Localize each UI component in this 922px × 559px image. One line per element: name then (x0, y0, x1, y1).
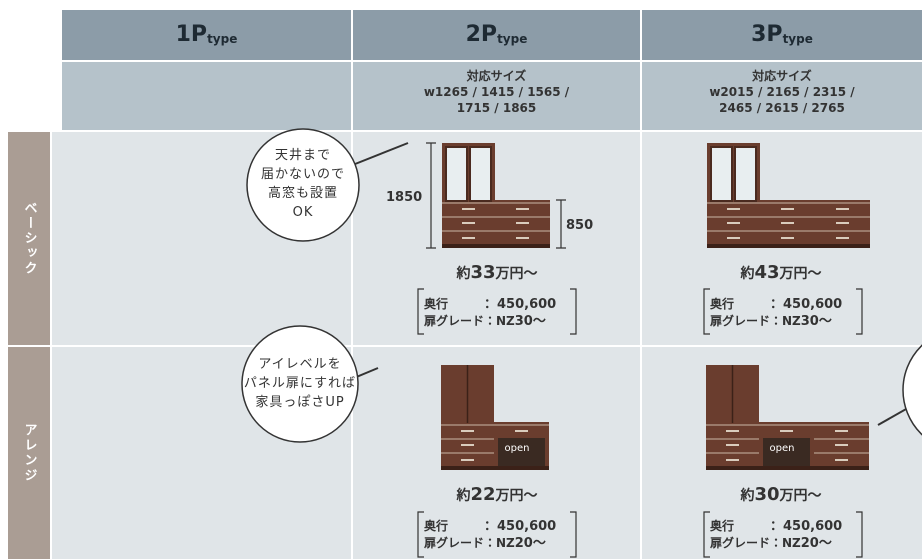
depth-value: ：450,600 (770, 297, 843, 312)
note: 天井まで 届かないので 高窓も設置 OK (243, 146, 363, 222)
spec: 奥行 ：450,600 扉グレード：NZ20～ (710, 518, 860, 552)
n: 22 (470, 484, 496, 505)
grade-label: 扉グレード：NZ (710, 314, 801, 328)
n: 43 (754, 262, 780, 283)
subheader-cell: 対応サイズ w1265 / 1415 / 1565 / 1715 / 1865 (353, 62, 640, 130)
note-line: OK (292, 205, 314, 220)
grade-value: 30～ (514, 314, 546, 329)
spec-line: 奥行 ：450,600 (710, 518, 860, 535)
grade-value: 20～ (514, 536, 546, 551)
column-name: 1P (175, 22, 208, 47)
size-label: 対応サイズ (466, 69, 527, 83)
price: 約22万円～ (397, 484, 597, 505)
price: 約43万円～ (681, 262, 881, 283)
note-line: パネル扉にすれば (243, 376, 357, 391)
subheader-cell (62, 62, 351, 130)
note-line: 天井まで (274, 148, 331, 163)
spec-line: 奥行 ：450,600 (710, 296, 860, 313)
spec-line: 扉グレード：NZ20～ (424, 535, 574, 552)
subheader-cell: 対応サイズ w2015 / 2165 / 2315 / 2465 / 2615 … (642, 62, 922, 130)
note: アイレベルを パネル扉にすれば 家具っぽさUP (230, 355, 370, 412)
depth-label: 奥行 (424, 519, 449, 533)
spec: 奥行 ：450,600 扉グレード：NZ20～ (424, 518, 574, 552)
size-line: 2465 / 2615 / 2765 (719, 101, 845, 115)
spec-line: 扉グレード：NZ30～ (424, 313, 574, 330)
spec-line: 奥行 ：450,600 (424, 518, 574, 535)
depth-label: 奥行 (710, 519, 735, 533)
n: 30 (754, 484, 780, 505)
spec: 奥行 ：450,600 扉グレード：NZ30～ (424, 296, 574, 330)
header-cell: 3Ptype (642, 10, 922, 60)
dimension-label: 850 (566, 218, 594, 233)
note-line: 高窓も設置 (267, 186, 338, 201)
price: 約30万円～ (681, 484, 881, 505)
depth-label: 奥行 (424, 297, 449, 311)
header-cell: 2Ptype (353, 10, 640, 60)
note-line: 家具っぽさUP (255, 395, 345, 410)
door-label: open (504, 443, 530, 454)
size-line: 1715 / 1865 (456, 101, 537, 115)
row-label: ベーシック (8, 132, 50, 345)
size-line: w1265 / 1415 / 1565 / (423, 85, 570, 99)
depth-value: ：450,600 (484, 297, 557, 312)
price-prefix: 約 (456, 266, 471, 282)
door-label: open (769, 443, 795, 454)
spec: 奥行 ：450,600 扉グレード：NZ30～ (710, 296, 860, 330)
column-suffix: type (207, 32, 238, 46)
size-label: 対応サイズ (752, 69, 812, 83)
grade-value: 20～ (800, 536, 832, 551)
dimension-lines (426, 142, 566, 249)
price: 約33万円～ (397, 262, 597, 283)
column-name: 2P (465, 22, 498, 47)
size-line: w2015 / 2165 / 2315 / (709, 85, 855, 99)
price-prefix: 約 (456, 488, 471, 504)
depth-label: 奥行 (710, 297, 735, 311)
n: 33 (470, 262, 496, 283)
price-suffix: 万円～ (779, 488, 822, 504)
spec-brackets (417, 288, 863, 558)
grade-label: 扉グレード：NZ (424, 536, 515, 550)
note-bubbles (241, 128, 922, 443)
column-name: 3P (751, 22, 783, 47)
grade-label: 扉グレード：NZ (710, 536, 801, 550)
price-suffix: 万円～ (779, 266, 822, 282)
price-suffix: 万円～ (495, 488, 538, 504)
column-suffix: type (782, 32, 813, 46)
note-line: 届かないので (260, 167, 345, 182)
note-line: アイレベルを (258, 357, 342, 372)
spec-line: 奥行 ：450,600 (424, 296, 574, 313)
grade-label: 扉グレード：NZ (424, 314, 515, 328)
price-prefix: 約 (740, 488, 755, 504)
depth-value: ：450,600 (484, 519, 557, 534)
spec-line: 扉グレード：NZ30～ (710, 313, 860, 330)
price-prefix: 約 (740, 266, 755, 282)
column-suffix: type (497, 32, 528, 46)
price-suffix: 万円～ (495, 266, 538, 282)
row-label: アレンジ (8, 347, 50, 559)
depth-value: ：450,600 (770, 519, 843, 534)
grade-value: 30～ (800, 314, 832, 329)
dimension-label: 1850 (386, 190, 423, 205)
header-cell: 1Ptype (62, 10, 351, 60)
spec-line: 扉グレード：NZ20～ (710, 535, 860, 552)
